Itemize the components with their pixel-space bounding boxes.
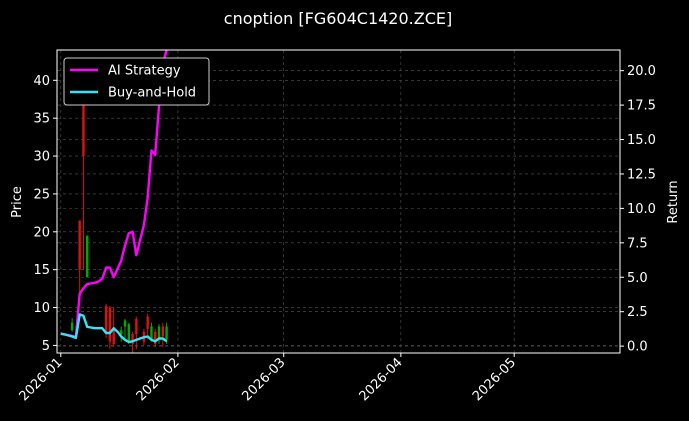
y-tick-left-label: 10 [33,301,50,316]
y-tick-left-label: 30 [33,150,50,165]
series-lines [60,49,168,344]
candle-body [104,306,108,335]
buy-and-hold-line [60,313,168,344]
candle-body [82,65,85,157]
y-tick-right-label: 12.5 [627,167,656,182]
y-axis-right: 0.0 2.5 5.0 7.5 10.0 12.5 15.0 17.5 20.0 [620,64,656,355]
y-tick-right-label: 20.0 [627,64,656,79]
y-tick-left-label: 40 [33,74,50,89]
y-tick-right-label: 5.0 [627,271,648,286]
chart-title: cnoption [FG604C1420.ZCE] [224,9,452,28]
candle-body [127,324,130,342]
y-axis-right-label: Return [666,180,681,223]
y-tick-right-label: 0.0 [627,340,648,355]
y-tick-right-label: 7.5 [627,236,648,251]
legend-box [63,57,210,106]
grid [57,50,620,353]
legend: AI Strategy Buy-and-Hold [63,57,210,106]
y-tick-left-label: 35 [33,112,50,127]
candle-body [154,331,157,344]
y-axis-left: 5 10 15 20 25 30 35 40 [33,74,57,354]
plot-frame [56,49,621,354]
candle-body [150,326,153,340]
y-tick-right-label: 15.0 [627,133,656,148]
candle-body [78,220,81,270]
legend-label: AI Strategy [108,64,181,79]
y-tick-right-label: 2.5 [627,305,648,320]
candle-body [146,316,149,329]
y-tick-left-label: 15 [33,263,50,278]
candle-body [70,322,74,331]
candle-body [112,328,115,344]
candle-body [157,326,161,338]
y-tick-right-label: 17.5 [627,99,656,114]
y-tick-left-label: 5 [42,339,50,354]
candle-body [135,318,138,335]
candle-body [120,330,123,335]
ai-strategy-line [60,49,168,338]
candle-body [131,334,134,344]
y-tick-left-label: 20 [33,225,50,240]
candle-body [161,326,164,337]
y-tick-left-label: 25 [33,187,50,202]
legend-label: Buy-and-Hold [108,86,196,101]
candle-body [123,320,127,327]
candle-body [86,235,89,278]
candle-body [165,326,168,340]
candle-body [108,307,112,342]
y-axis-left-label: Price [10,186,25,218]
y-tick-right-label: 10.0 [627,202,656,217]
